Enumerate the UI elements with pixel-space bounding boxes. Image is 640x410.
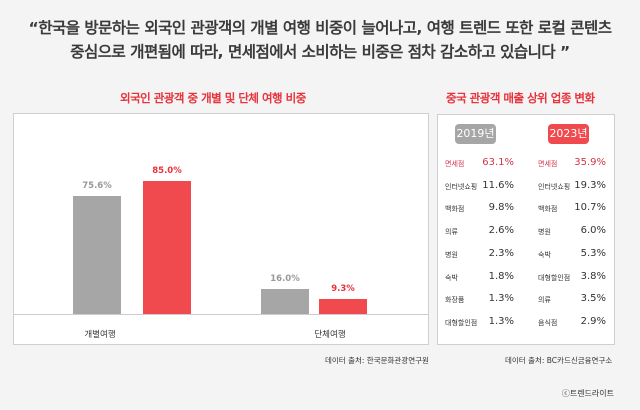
industry-2019: 면세점	[445, 160, 465, 168]
copyright: ⓒ트렌드라이트	[561, 389, 614, 398]
share-2023: 10.7%	[574, 202, 606, 214]
share-2019: 2.3%	[488, 247, 514, 259]
industry-2019: 화장품	[445, 296, 465, 305]
share-2023: 6.0%	[580, 225, 606, 237]
share-2023: 35.9%	[574, 157, 606, 168]
share-2019: 1.8%	[488, 270, 514, 282]
table-row: 화장품 1.3% 의류 3.5%	[438, 293, 616, 309]
industry-2023: 인터넷쇼핑	[538, 182, 571, 191]
industry-2019: 대형할인점	[445, 318, 478, 327]
table-row: 대형할인점 1.3% 음식점 2.9%	[438, 315, 616, 332]
bar-2019-0	[73, 195, 121, 314]
data-label: 9.3%	[331, 284, 355, 295]
year-badge-2019: 2019년	[455, 124, 496, 144]
table-row: 인터넷쇼핑 11.6% 인터넷쇼핑 19.3%	[438, 179, 616, 196]
data-label: 16.0%	[270, 273, 300, 284]
industry-2023: 숙박	[538, 250, 551, 259]
share-2023: 2.9%	[580, 315, 606, 327]
industry-2023: 병원	[538, 228, 551, 237]
industry-2019: 숙박	[445, 273, 458, 282]
share-2019: 11.6%	[482, 179, 514, 191]
table-row: 면세점 63.1% 면세점 35.9%	[438, 157, 616, 173]
share-2023: 3.5%	[580, 293, 606, 305]
industry-2023: 백화점	[538, 205, 558, 214]
headline-quote: “한국을 방문하는 외국인 관광객의 개별 여행 비중이 늘어나고, 여행 트렌…	[0, 16, 640, 64]
quote-line-1: “한국을 방문하는 외국인 관광객의 개별 여행 비중이 늘어나고, 여행 트렌…	[28, 19, 612, 37]
share-2019: 2.6%	[488, 225, 514, 237]
industry-2023: 면세점	[538, 160, 558, 168]
bar-chart: 개별여행 단체여행 75.6% 16.0% 85.0% 9.3%	[13, 113, 429, 345]
table-row: 병원 2.3% 숙박 5.3%	[438, 247, 616, 264]
share-2023: 3.8%	[580, 270, 606, 282]
industry-2019: 병원	[445, 250, 458, 259]
share-2019: 1.3%	[488, 315, 514, 327]
share-2019: 9.8%	[488, 202, 514, 214]
data-label: 85.0%	[152, 166, 182, 176]
data-label: 75.6%	[82, 180, 112, 191]
industry-2023: 음식점	[538, 318, 558, 327]
quote-line-2: 중심으로 개편됨에 따라, 면세점에서 소비하는 비중은 점차 감소하고 있습니…	[70, 43, 570, 61]
table-row: 백화점 9.8% 백화점 10.7%	[438, 202, 616, 218]
industry-2023: 대형할인점	[538, 273, 571, 282]
table-source: 데이터 출처: BC카드신금융연구소	[505, 356, 613, 365]
chart-baseline	[14, 314, 428, 315]
share-2023: 19.3%	[574, 179, 606, 191]
chart-title: 외국인 관광객 중 개별 및 단체 여행 비중	[120, 91, 306, 105]
bar-2019-1	[261, 288, 309, 314]
share-2019: 1.3%	[488, 293, 514, 305]
table-row: 숙박 1.8% 대형할인점 3.8%	[438, 270, 616, 287]
bar-2023-1	[319, 299, 367, 314]
table-title: 중국 관광객 매출 상위 업종 변화	[446, 91, 595, 105]
share-2023: 5.3%	[580, 247, 606, 259]
chart-source: 데이터 출처: 한국문화관광연구원	[325, 356, 429, 365]
year-badge-2023: 2023년	[548, 124, 589, 144]
industry-table: 2019년 2023년 면세점 63.1% 면세점 35.9% 인터넷쇼핑 11.…	[437, 114, 615, 345]
industry-2023: 의류	[538, 296, 551, 305]
share-2019: 63.1%	[482, 157, 514, 168]
category-label: 개별여행	[84, 330, 116, 340]
industry-2019: 인터넷쇼핑	[445, 182, 478, 191]
bar-2023-0	[143, 181, 191, 314]
table-row: 의류 2.6% 병원 6.0%	[438, 225, 616, 241]
category-label: 단체여행	[314, 330, 346, 340]
industry-2019: 백화점	[445, 205, 465, 214]
industry-2019: 의류	[445, 228, 458, 237]
